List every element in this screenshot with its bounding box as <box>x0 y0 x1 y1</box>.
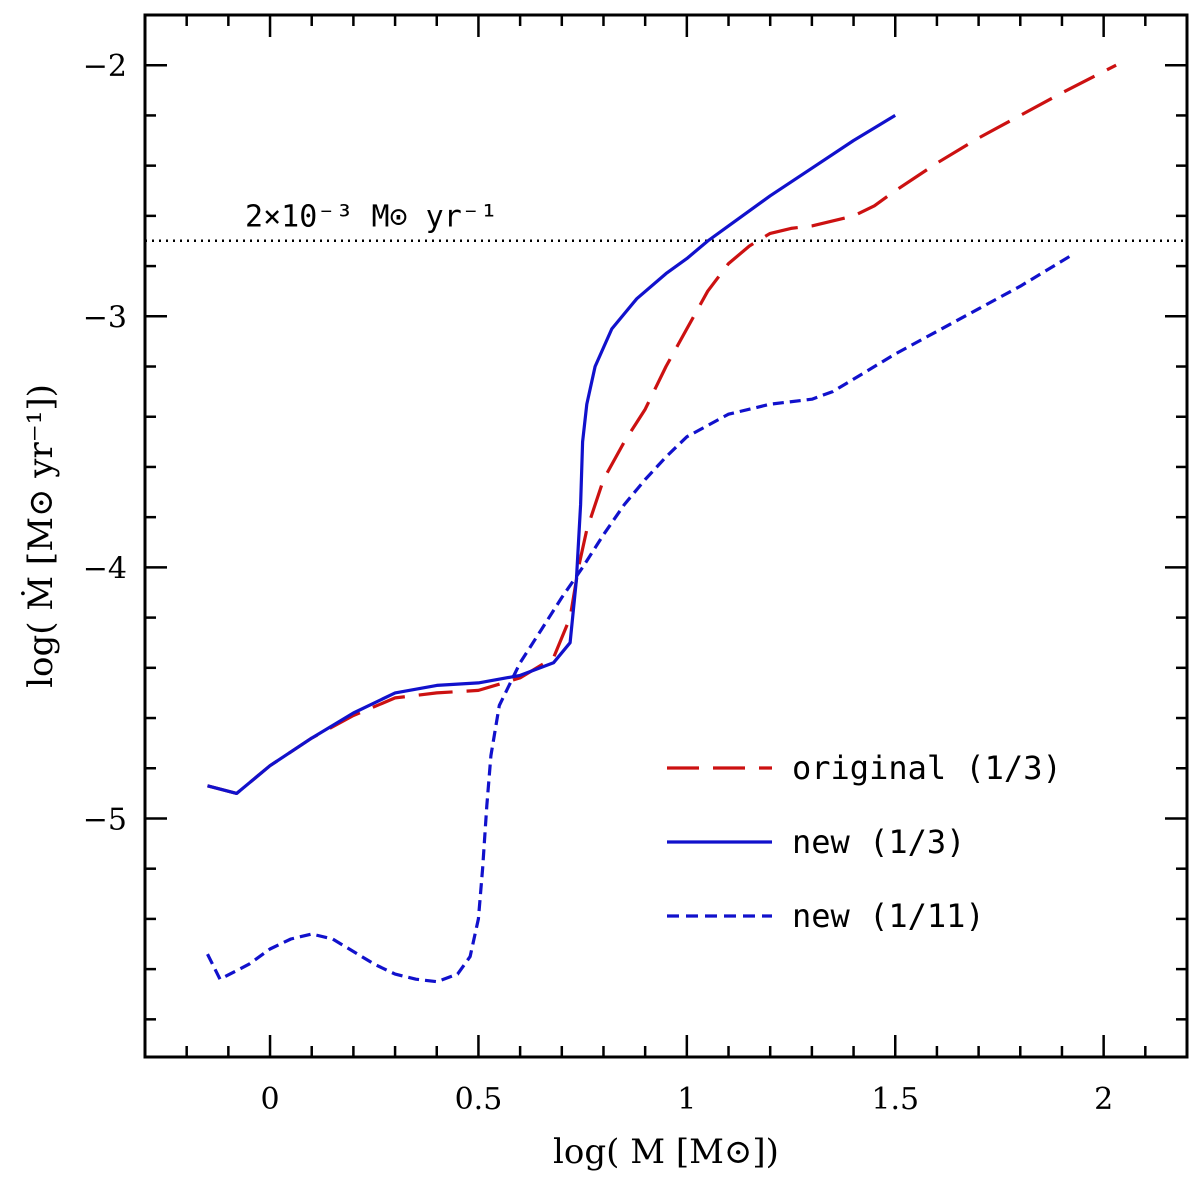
y-tick-label: −2 <box>83 49 127 84</box>
axis-tick-labels: 0 0.5 1 1.5 2 −2 −3 −4 −5 <box>83 49 1113 1117</box>
legend-label-0: original (1/3) <box>792 749 1062 787</box>
series-line-0 <box>207 63 1117 795</box>
y-tick-label: −5 <box>83 802 127 837</box>
y-tick-label: −4 <box>83 551 127 586</box>
axis-ticks <box>145 13 1187 1057</box>
series-group <box>206 63 1117 984</box>
x-tick-label: 0.5 <box>455 1082 503 1117</box>
reference-line-label: 2×10⁻³ M⊙ yr⁻¹ <box>245 200 498 235</box>
legend-label-1: new (1/3) <box>792 823 965 861</box>
series-line-1 <box>207 114 897 795</box>
x-tick-label: 2 <box>1094 1082 1113 1117</box>
series-line-2 <box>206 254 1072 984</box>
y-axis-title: log( Ṁ [M⊙ yr⁻¹]) <box>21 384 61 688</box>
plot-frame <box>143 13 1189 1059</box>
x-tick-label: 1.5 <box>871 1082 919 1117</box>
x-tick-label: 0 <box>260 1082 279 1117</box>
legend-label-2: new (1/11) <box>792 897 985 935</box>
x-tick-label: 1 <box>677 1082 696 1117</box>
x-axis-title: log( M [M⊙]) <box>553 1132 779 1172</box>
y-tick-label: −3 <box>83 300 127 335</box>
reference-line-group: 2×10⁻³ M⊙ yr⁻¹ <box>145 200 1187 242</box>
legend: original (1/3) new (1/3) new (1/11) <box>667 749 1062 935</box>
